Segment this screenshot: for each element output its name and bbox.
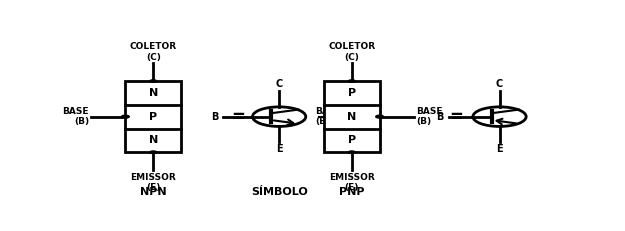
Text: P: P xyxy=(348,88,356,98)
Text: B: B xyxy=(436,112,444,122)
Text: =: = xyxy=(231,108,245,126)
Circle shape xyxy=(348,151,355,153)
Text: PNP: PNP xyxy=(339,187,364,197)
Text: =: = xyxy=(449,108,463,126)
Text: EMISSOR
(E): EMISSOR (E) xyxy=(131,173,176,192)
Text: B: B xyxy=(211,112,219,122)
Text: N: N xyxy=(149,88,158,98)
Text: E: E xyxy=(496,144,503,154)
Text: BASE
(B): BASE (B) xyxy=(62,107,89,126)
Circle shape xyxy=(473,107,526,126)
Circle shape xyxy=(150,80,157,82)
Text: E: E xyxy=(276,144,282,154)
Circle shape xyxy=(121,115,129,118)
Text: P: P xyxy=(348,135,356,145)
Text: COLETOR
(C): COLETOR (C) xyxy=(129,42,177,61)
Circle shape xyxy=(253,107,306,126)
Text: BASE
(B): BASE (B) xyxy=(316,107,342,126)
Bar xyxy=(126,81,181,152)
Bar xyxy=(324,81,379,152)
Text: C: C xyxy=(496,79,503,89)
Text: C: C xyxy=(276,79,282,89)
Circle shape xyxy=(150,151,157,153)
Text: N: N xyxy=(149,135,158,145)
Text: EMISSOR
(E): EMISSOR (E) xyxy=(329,173,374,192)
Circle shape xyxy=(348,80,355,82)
Text: NPN: NPN xyxy=(140,187,166,197)
Text: SÍMBOLO: SÍMBOLO xyxy=(251,187,308,197)
Circle shape xyxy=(376,115,384,118)
Text: P: P xyxy=(149,112,158,122)
Text: BASE
(B): BASE (B) xyxy=(416,107,442,126)
Text: N: N xyxy=(347,112,356,122)
Text: COLETOR
(C): COLETOR (C) xyxy=(328,42,376,61)
